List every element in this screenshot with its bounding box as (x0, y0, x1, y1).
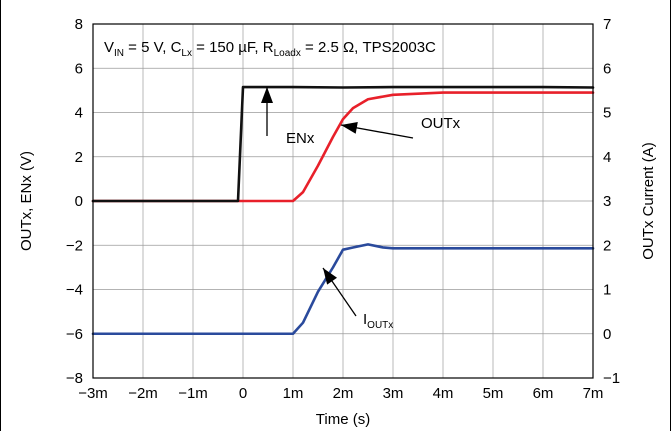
y-right-tick-label: 3 (603, 193, 611, 210)
tick-labels: −3m −2m −1m 0 1m 2m 3m 4m 5m 6m 7m 8 6 4 2 0 −2 −4 −6 −8 7 6 5… (66, 16, 620, 402)
y-left-tick-label: 0 (75, 193, 83, 210)
clx-subscript: Lx (181, 48, 192, 59)
series-line-enx (91, 85, 595, 203)
ioutx-main: I (363, 311, 367, 328)
arrow-outx-head (341, 121, 358, 134)
y-left-tick-label: −2 (66, 237, 83, 254)
y-left-tick-label: −8 (66, 370, 83, 387)
arrow-ioutx-head (323, 268, 338, 285)
x-tick-label: 0 (239, 385, 247, 402)
y-right-tick-label: 6 (603, 60, 611, 77)
rload-subscript: Loadx (274, 48, 301, 59)
x-tick-label: 1m (283, 385, 304, 402)
y-left-tick-label: 4 (75, 105, 83, 122)
series-label-outx: OUTx (421, 115, 461, 132)
x-tick-label: 5m (483, 385, 504, 402)
x-axis-label: Time (s) (316, 411, 370, 428)
series-line-outx (91, 91, 595, 203)
arrow-enx-head (261, 87, 273, 103)
y-right-tick-label: 1 (603, 282, 611, 299)
clx-value: = 150 µF, R (192, 39, 274, 56)
series-line-ioutx (91, 243, 595, 336)
plot-frame (92, 23, 594, 379)
y-right-tick-label: −1 (603, 370, 620, 387)
y-left-tick-label: 8 (75, 16, 83, 33)
annotation-arrows (261, 87, 414, 317)
ioutx-subscript: OUTx (367, 320, 393, 331)
conditions-annotation: VIN = 5 V, CLx = 150 µF, RLoadx = 2.5 Ω,… (104, 39, 436, 59)
vin-label: V (104, 39, 114, 56)
y-axis-right-label: OUTx Current (A) (640, 142, 657, 260)
y-right-tick-label: 7 (603, 16, 611, 33)
y-right-tick-label: 5 (603, 105, 611, 122)
vin-subscript: IN (114, 48, 124, 59)
series-label-enx: ENx (286, 130, 315, 147)
y-left-tick-label: 6 (75, 60, 83, 77)
y-right-tick-label: 0 (603, 326, 611, 343)
y-left-tick-label: 2 (75, 149, 83, 166)
series-label-ioutx: IOUTx (363, 311, 393, 331)
y-right-tick-label: 4 (603, 149, 611, 166)
grid-lines (93, 24, 593, 378)
x-tick-label: 3m (383, 385, 404, 402)
rload-value: = 2.5 Ω, TPS2003C (301, 39, 436, 56)
x-tick-label: −1m (178, 385, 208, 402)
x-tick-label: 6m (533, 385, 554, 402)
y-axis-left-label: OUTx, ENx (V) (18, 151, 35, 251)
x-tick-label: −2m (128, 385, 158, 402)
x-tick-label: 2m (333, 385, 354, 402)
vin-value: = 5 V, C (124, 39, 182, 56)
series-layer (91, 85, 595, 336)
y-left-tick-label: −6 (66, 326, 83, 343)
y-left-tick-label: −4 (66, 282, 83, 299)
x-tick-label: 7m (583, 385, 604, 402)
x-tick-label: 4m (433, 385, 454, 402)
x-tick-label: −3m (78, 385, 108, 402)
y-right-tick-label: 2 (603, 237, 611, 254)
